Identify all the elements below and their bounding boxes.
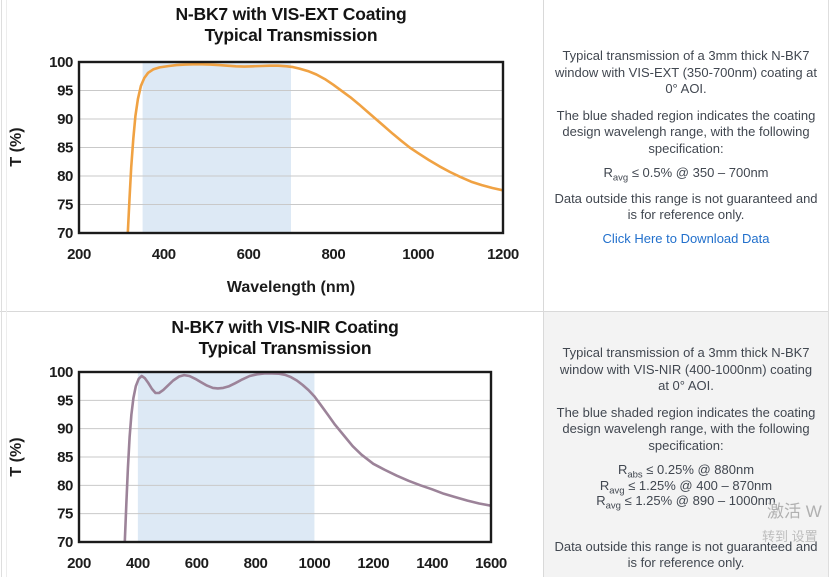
vis-nir-chart-cell: N-BK7 with VIS-NIR Coating Typical Trans… (0, 311, 543, 577)
vis-nir-info-panel: Typical transmission of a 3mm thick N-BK… (544, 312, 828, 577)
reference-disclaimer: Data outside this range is not guarantee… (554, 538, 818, 571)
chart-title-line1: N-BK7 with VIS-NIR Coating (171, 317, 399, 337)
spec-line: Ravg ≤ 1.25% @ 400 – 870nm (599, 477, 773, 497)
x-tick-label: 800 (321, 246, 345, 263)
y-tick-label: 90 (57, 421, 73, 438)
chart-title: N-BK7 with VIS-EXT Coating Typical Trans… (79, 4, 503, 46)
y-tick-label: 95 (57, 83, 73, 100)
y-tick-label: 100 (49, 54, 73, 71)
y-tick-label: 85 (57, 140, 73, 157)
y-tick-label: 70 (57, 225, 73, 242)
x-tick-label: 400 (126, 555, 150, 572)
y-tick-label: 95 (57, 392, 73, 409)
y-tick-label: 70 (57, 534, 73, 551)
shaded-region-note: The blue shaded region indicates the coa… (556, 107, 816, 156)
y-tick-label: 75 (57, 197, 73, 214)
y-tick-label: 85 (57, 449, 73, 466)
y-tick-label: 80 (57, 477, 73, 494)
vis-nir-transmission-chart: 200 400 600 800 1000 1200 1400 1600 70 75 80 85 90 95… (8, 364, 507, 572)
x-tick-label: 1000 (402, 246, 434, 263)
reference-disclaimer: Data outside this range is not guarantee… (554, 190, 818, 223)
y-tick-label: 75 (57, 506, 73, 523)
x-tick-label: 600 (237, 246, 261, 263)
horizontal-divider (0, 311, 829, 312)
coating-description: Typical transmission of a 3mm thick N-BK… (559, 345, 813, 393)
x-tick-label: 1000 (299, 555, 331, 572)
chart-title: N-BK7 with VIS-NIR Coating Typical Trans… (79, 317, 491, 359)
download-data-link[interactable]: Click Here to Download Data (602, 230, 770, 246)
x-tick-label: 400 (152, 246, 176, 263)
left-edge-border (1, 0, 2, 577)
chart-title-line2: Typical Transmission (204, 25, 378, 45)
vertical-divider (543, 0, 544, 577)
spec-line: Ravg ≤ 1.25% @ 890 – 1000nm (596, 493, 776, 512)
chart-title-line1: N-BK7 with VIS-EXT Coating (175, 4, 407, 24)
x-tick-label: 200 (67, 246, 91, 263)
shaded-region-note: The blue shaded region indicates the coa… (556, 404, 816, 453)
vis-ext-info-panel: Typical transmission of a 3mm thick N-BK… (544, 0, 828, 311)
x-tick-label: 800 (244, 555, 268, 572)
vis-ext-chart-cell: N-BK7 with VIS-EXT Coating Typical Trans… (0, 0, 543, 311)
x-tick-label: 200 (67, 555, 91, 572)
x-tick-label: 600 (185, 555, 209, 572)
left-edge-border-inner (6, 0, 7, 577)
transmission-curve (126, 63, 503, 233)
right-edge-border (828, 0, 829, 577)
spec-line: Rabs ≤ 0.25% @ 880nm (617, 462, 755, 481)
y-tick-label: 80 (57, 168, 73, 185)
y-axis-label: T (%) (8, 437, 25, 476)
plot-border (77, 370, 493, 544)
x-tick-label: 1600 (475, 555, 507, 572)
x-axis-label: Wavelength (nm) (227, 279, 355, 296)
coating-specs: Ravg ≤ 0.5% @ 350 – 700nm (554, 165, 818, 184)
x-tick-label: 1200 (487, 246, 519, 263)
vis-ext-transmission-chart: 200 400 600 800 1000 1200 70 75 80 85 90 95 100 Wavel… (8, 54, 519, 296)
coating-description: Typical transmission of a 3mm thick N-BK… (554, 48, 818, 96)
chart-title-line2: Typical Transmission (198, 338, 372, 358)
x-tick-label: 1200 (357, 555, 389, 572)
x-tick-label: 1400 (416, 555, 448, 572)
plot-border (77, 60, 505, 235)
y-tick-label: 100 (49, 364, 73, 381)
spec-line: Ravg ≤ 0.5% @ 350 – 700nm (603, 165, 769, 184)
coating-specs: Rabs ≤ 0.25% @ 880nm Ravg ≤ 1.25% @ 400 … (554, 462, 818, 512)
y-axis-label: T (%) (8, 127, 25, 166)
y-tick-label: 90 (57, 111, 73, 128)
transmission-curve (123, 372, 491, 542)
